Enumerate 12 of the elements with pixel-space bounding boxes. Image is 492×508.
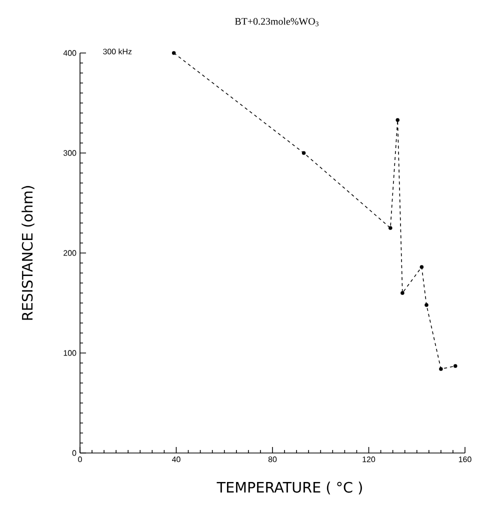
point <box>400 291 404 295</box>
point <box>439 367 443 371</box>
point <box>424 303 428 307</box>
x-axis-title: TEMPERATURE ( °C ) <box>216 482 362 494</box>
point <box>172 51 176 55</box>
point <box>396 118 400 122</box>
y-axis-title: RESISTANCE (ohm) <box>22 186 34 320</box>
point <box>420 265 424 269</box>
chart-title: BT+0.23mole%WO$_{3}$ <box>234 18 319 26</box>
point <box>302 151 306 155</box>
point <box>388 226 392 230</box>
point <box>453 364 458 368</box>
